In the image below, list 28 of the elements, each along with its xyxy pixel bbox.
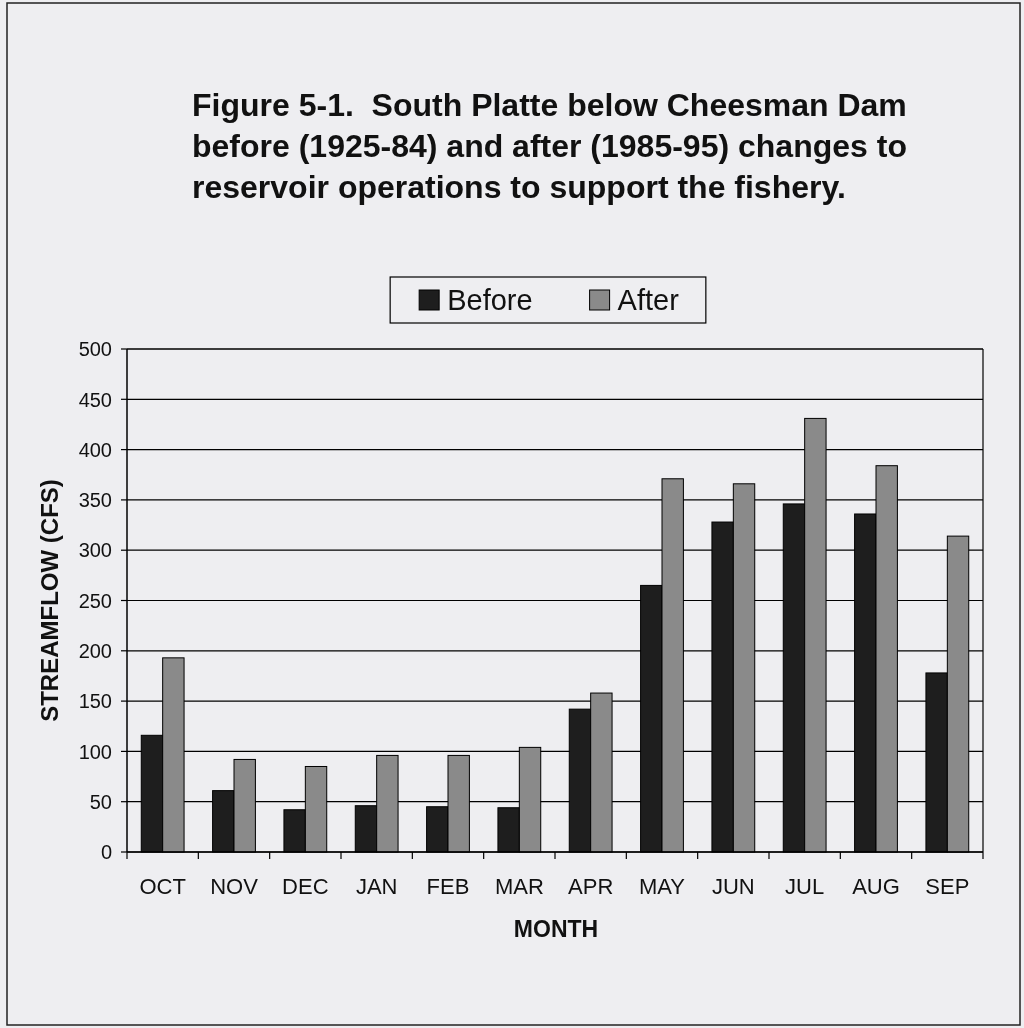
chart-title: Figure 5-1. South Platte below Cheesman Dam before (1925-84) and after (1985-95) changes to reservoir operations to support the fishery. bbox=[192, 87, 907, 205]
y-tick-label: 0 bbox=[100, 841, 112, 864]
y-tick-label: 250 bbox=[78, 589, 112, 612]
y-tick-label: 350 bbox=[78, 489, 112, 512]
x-tick-label: DEC bbox=[282, 874, 329, 899]
x-axis-title: MONTH bbox=[513, 916, 599, 942]
x-tick-label: JUL bbox=[785, 874, 825, 899]
legend-label: Before bbox=[447, 284, 533, 316]
y-tick-label: 450 bbox=[78, 388, 112, 411]
y-tick-label: 400 bbox=[78, 438, 112, 461]
x-tick-label: MAR bbox=[494, 874, 544, 899]
x-tick-label: FEB bbox=[426, 874, 470, 899]
y-tick-label: 300 bbox=[78, 539, 112, 562]
x-tick-label: SEP bbox=[925, 874, 970, 899]
x-tick-label: NOV bbox=[210, 874, 259, 899]
x-tick-label: AUG bbox=[852, 874, 900, 899]
y-tick-label: 100 bbox=[78, 740, 112, 763]
y-tick-label: 500 bbox=[78, 338, 112, 361]
x-tick-label: OCT bbox=[139, 874, 186, 899]
x-tick-label: APR bbox=[568, 874, 614, 899]
y-tick-label: 200 bbox=[78, 640, 112, 662]
x-tick-label: JUN bbox=[711, 874, 755, 899]
y-tick-label: 50 bbox=[89, 790, 112, 813]
x-tick-label: JAN bbox=[355, 874, 398, 899]
x-tick-label: MAY bbox=[638, 874, 686, 899]
y-axis-title: STREAMFLOW (CFS) bbox=[36, 479, 63, 722]
y-tick-label: 150 bbox=[78, 690, 112, 713]
legend-label: After bbox=[617, 284, 680, 316]
